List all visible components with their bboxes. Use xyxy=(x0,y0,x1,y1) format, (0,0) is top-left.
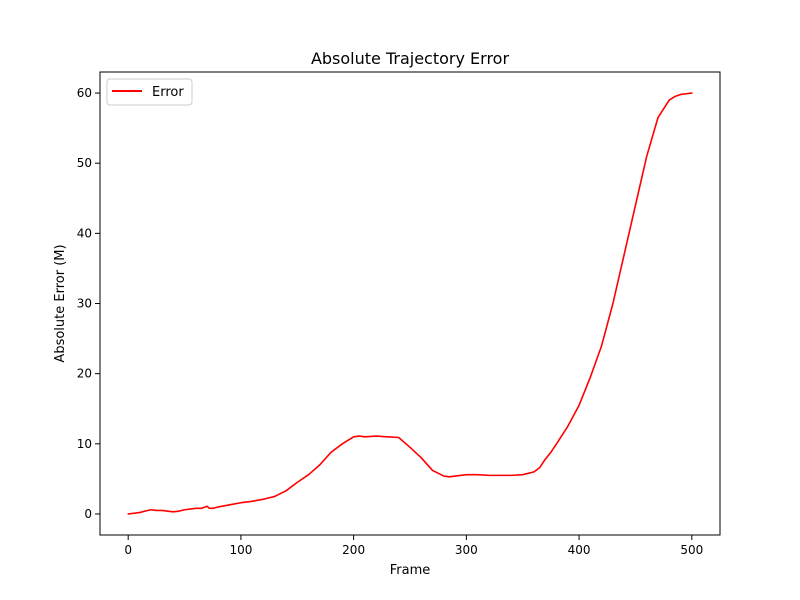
series-line-0 xyxy=(127,92,693,515)
y-tick-label: 60 xyxy=(77,86,92,100)
x-tick-label: 400 xyxy=(568,543,591,557)
x-axis-label: Frame xyxy=(390,563,431,578)
x-tick-label: 0 xyxy=(124,543,132,557)
x-tick-label: 300 xyxy=(455,543,478,557)
legend-label: Error xyxy=(152,85,184,100)
legend: Error xyxy=(106,78,193,106)
x-tick-label: 100 xyxy=(229,543,252,557)
legend-box xyxy=(106,78,193,106)
y-axis: 0 10 20 30 40 50 60 xyxy=(77,86,100,521)
x-tick-label: 500 xyxy=(680,543,703,557)
y-tick-label: 10 xyxy=(77,437,92,451)
x-tick-label: 200 xyxy=(342,543,365,557)
chart-title: Absolute Trajectory Error xyxy=(311,49,510,68)
plot-area xyxy=(99,71,721,536)
y-tick-label: 20 xyxy=(77,367,92,381)
y-tick-label: 40 xyxy=(77,226,92,240)
series-layer xyxy=(127,92,693,515)
x-axis: 0 100 200 300 400 500 xyxy=(124,535,703,557)
y-tick-label: 50 xyxy=(77,156,92,170)
y-axis-label: Absolute Error (M) xyxy=(53,244,68,362)
y-tick-label: 30 xyxy=(77,297,92,311)
y-tick-label: 0 xyxy=(84,507,92,521)
